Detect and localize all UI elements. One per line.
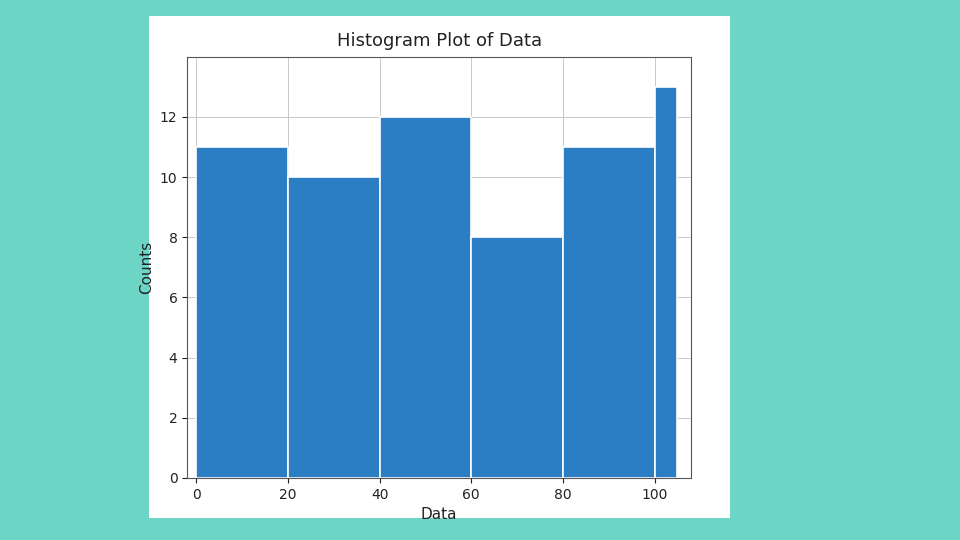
Bar	[288, 177, 379, 478]
Bar	[471, 237, 563, 478]
Y-axis label: Counts: Counts	[139, 241, 155, 294]
Bar	[379, 117, 471, 478]
Bar	[563, 147, 655, 478]
Bar	[197, 147, 288, 478]
Bar	[655, 87, 678, 478]
X-axis label: Data: Data	[420, 507, 458, 522]
Title: Histogram Plot of Data: Histogram Plot of Data	[337, 31, 541, 50]
